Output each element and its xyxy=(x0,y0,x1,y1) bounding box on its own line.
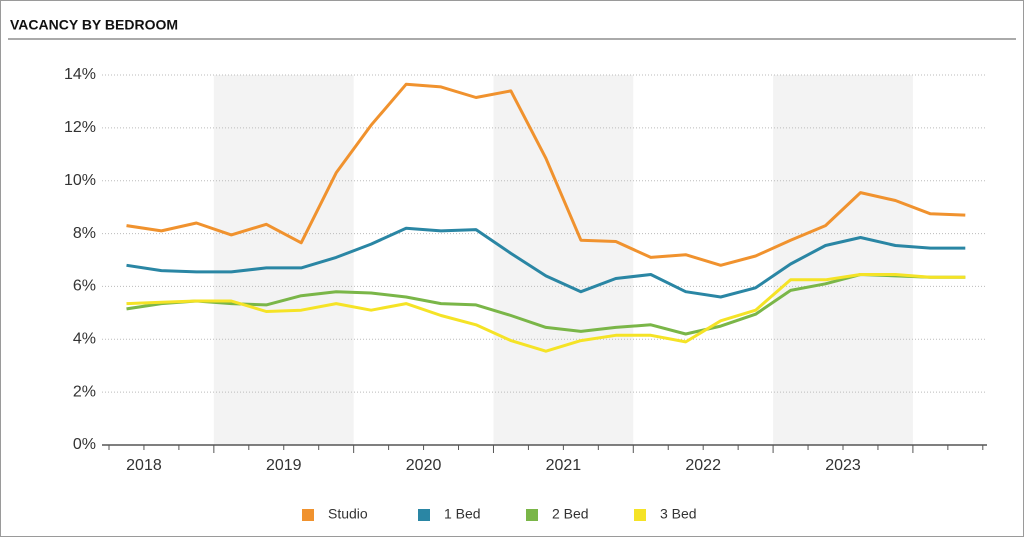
legend-swatch xyxy=(634,509,646,521)
x-tick-label: 2019 xyxy=(266,457,302,474)
y-tick-label: 10% xyxy=(64,172,96,189)
legend-swatch xyxy=(418,509,430,521)
chart-title: VACANCY BY BEDROOM xyxy=(10,17,178,33)
legend-label: Studio xyxy=(328,506,368,522)
y-tick-label: 0% xyxy=(73,436,96,453)
legend-label: 1 Bed xyxy=(444,506,481,522)
series-line xyxy=(126,82,966,267)
y-tick-label: 12% xyxy=(64,119,96,136)
x-tick-label: 2020 xyxy=(406,457,442,474)
series-line xyxy=(126,273,966,336)
x-tick-label: 2021 xyxy=(546,457,582,474)
year-band xyxy=(493,75,634,445)
x-tick-label: 2022 xyxy=(685,457,721,474)
legend-swatch xyxy=(526,509,538,521)
y-tick-label: 2% xyxy=(73,383,96,400)
x-tick-label: 2023 xyxy=(825,457,861,474)
y-tick-label: 4% xyxy=(73,331,96,348)
series-line xyxy=(126,226,966,299)
y-tick-label: 8% xyxy=(73,225,96,242)
y-tick-label: 6% xyxy=(73,278,96,295)
legend: Studio 1 Bed 2 Bed 3 Bed xyxy=(302,506,697,522)
lines xyxy=(126,82,966,353)
year-bands xyxy=(213,75,913,445)
legend-label: 3 Bed xyxy=(660,506,697,522)
legend-swatch xyxy=(302,509,314,521)
legend-label: 2 Bed xyxy=(552,506,589,522)
year-band xyxy=(773,75,913,445)
grid xyxy=(102,74,987,393)
series-line xyxy=(126,273,966,353)
axis: 0% 2% 4% 6% 8% 10% 12% 14% 2018 2019 2020 2021 2022 2… xyxy=(64,66,987,474)
y-tick-label: 14% xyxy=(64,66,96,83)
x-tick-label: 2018 xyxy=(126,457,162,474)
